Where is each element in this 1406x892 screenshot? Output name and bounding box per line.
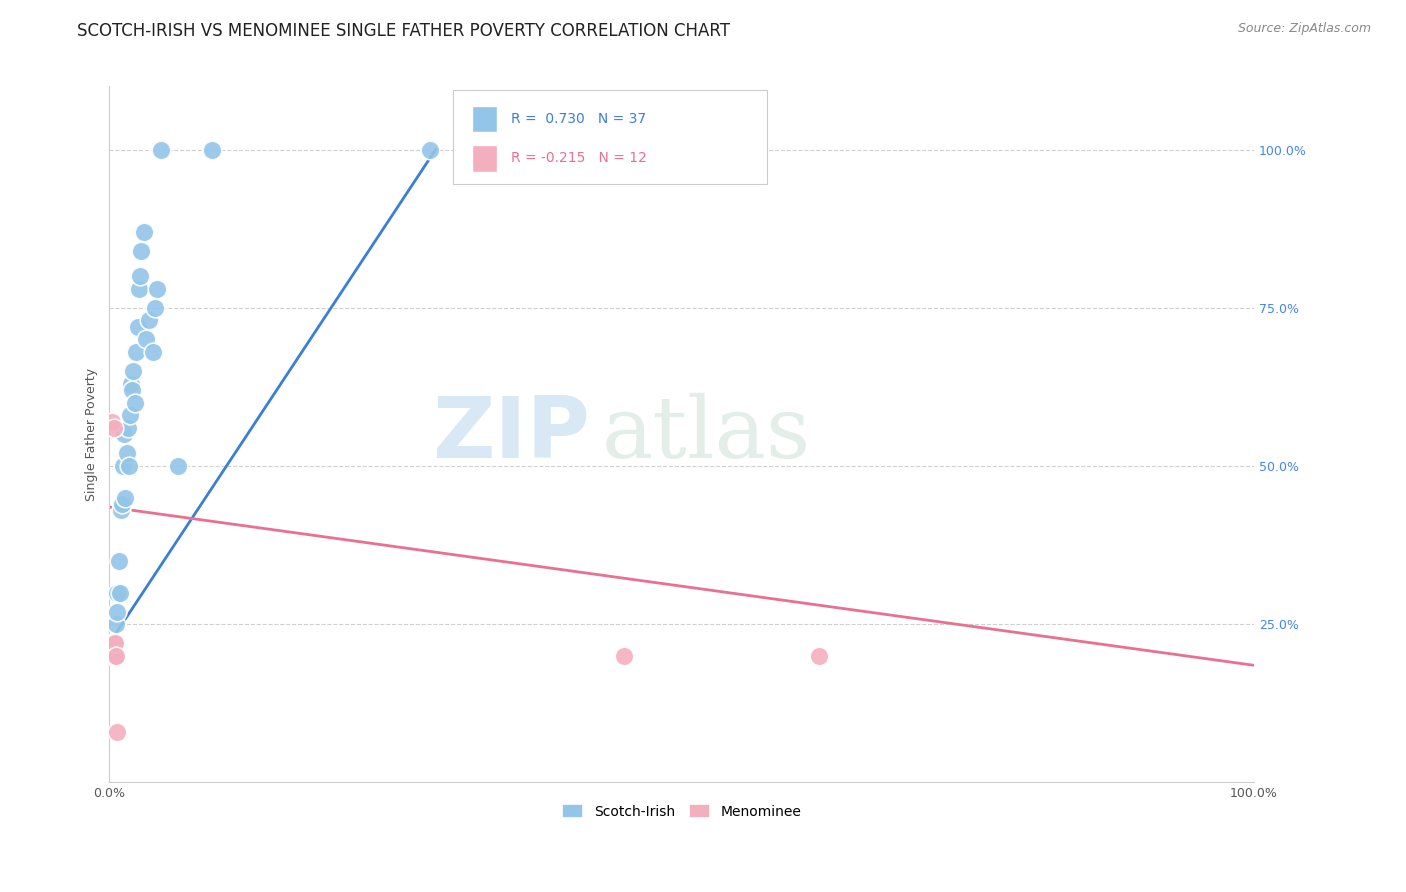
Point [167, 458, 190, 473]
Point [103, 636, 125, 650]
Point [107, 605, 129, 619]
Point [135, 333, 157, 347]
Point [117, 421, 139, 435]
Point [124, 395, 146, 409]
Text: ZIP: ZIP [433, 392, 591, 475]
Point [107, 554, 129, 568]
Point [128, 282, 150, 296]
Point [104, 636, 127, 650]
Point [100, 415, 122, 429]
Point [100, 636, 122, 650]
Point [112, 427, 135, 442]
Point [103, 648, 125, 663]
Point [108, 585, 131, 599]
Point [103, 421, 125, 435]
Point [121, 383, 143, 397]
FancyBboxPatch shape [472, 145, 498, 171]
Point [127, 319, 149, 334]
Point [613, 648, 636, 663]
Point [107, 724, 129, 739]
Point [105, 636, 128, 650]
Point [104, 648, 127, 663]
Point [115, 446, 138, 460]
Point [101, 648, 124, 663]
Point [146, 282, 169, 296]
Point [104, 636, 127, 650]
Point [132, 225, 155, 239]
Text: R = -0.215   N = 12: R = -0.215 N = 12 [512, 152, 647, 165]
Point [142, 345, 165, 359]
Point [419, 143, 441, 157]
Point [110, 503, 132, 517]
Point [118, 458, 141, 473]
FancyBboxPatch shape [453, 90, 768, 184]
Point [131, 244, 153, 258]
Point [101, 636, 124, 650]
Text: Source: ZipAtlas.com: Source: ZipAtlas.com [1237, 22, 1371, 36]
Point [107, 585, 129, 599]
Point [149, 143, 172, 157]
FancyBboxPatch shape [472, 106, 498, 133]
Text: SCOTCH-IRISH VS MENOMINEE SINGLE FATHER POVERTY CORRELATION CHART: SCOTCH-IRISH VS MENOMINEE SINGLE FATHER … [77, 22, 730, 40]
Point [488, 143, 510, 157]
Point [808, 648, 831, 663]
Point [201, 143, 224, 157]
Text: R =  0.730   N = 37: R = 0.730 N = 37 [512, 112, 647, 127]
Point [129, 269, 152, 284]
Legend: Scotch-Irish, Menominee: Scotch-Irish, Menominee [557, 798, 807, 824]
Point [143, 301, 166, 315]
Point [111, 497, 134, 511]
Point [138, 313, 160, 327]
Point [122, 364, 145, 378]
Point [105, 617, 128, 632]
Y-axis label: Single Father Poverty: Single Father Poverty [86, 368, 98, 501]
Point [112, 458, 135, 473]
Point [125, 345, 148, 359]
Point [114, 491, 136, 505]
Point [120, 376, 142, 391]
Text: atlas: atlas [602, 392, 811, 476]
Point [105, 648, 128, 663]
Point [118, 409, 141, 423]
